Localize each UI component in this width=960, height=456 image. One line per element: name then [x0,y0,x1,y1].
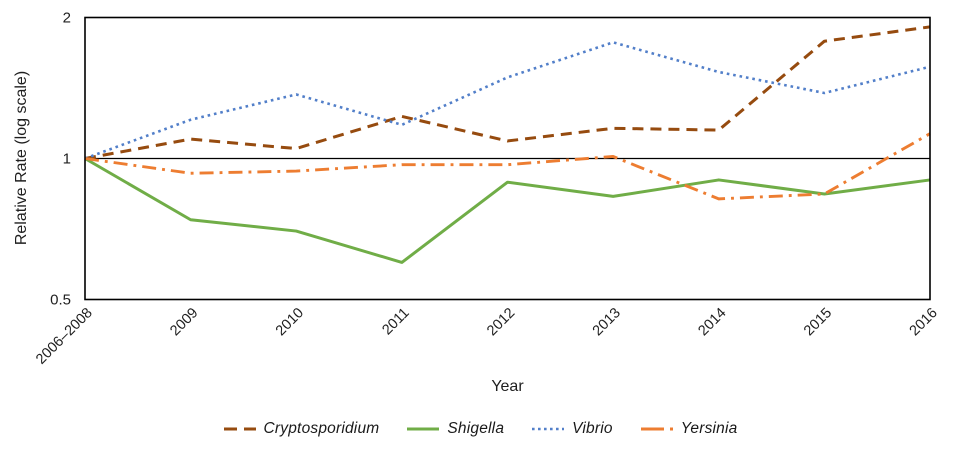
legend-swatch-solid-icon [407,427,440,431]
legend-label: Shigella [447,420,505,437]
legend-label: Yersinia [680,420,738,437]
legend-swatch-dotted-icon [532,427,565,431]
x-tick-label: 2015 [801,305,835,339]
chart-plot-area: 2 1 0.5 Relative Rate (log scale) 2006–2008 2… [13,10,941,396]
series-line-yersinia [84,132,931,201]
legend-swatch-dashdot-icon [640,427,673,431]
y-tick-label: 2 [63,10,71,27]
x-tick-label: 2009 [167,305,201,339]
series-line-shigella [84,157,931,264]
plot-border [84,16,931,301]
x-tick-label: 2011 [379,305,412,338]
y-tick-label: 0.5 [50,292,71,309]
legend-label: Vibrio [572,420,613,437]
x-tick-label: 2012 [484,305,518,339]
y-tick-label: 1 [63,151,71,168]
y-axis-title: Relative Rate (log scale) [13,71,30,245]
x-tick-label: 2013 [590,305,624,339]
x-tick-label: 2006–2008 [33,305,96,368]
legend-item-vibrio: Vibrio [531,420,613,438]
x-tick-label: 2014 [695,305,729,339]
legend-item-cryptosporidium: Cryptosporidium [223,420,380,438]
x-tick-label: 2016 [907,305,941,339]
legend-item-shigella: Shigella [406,420,504,438]
legend-swatch-dashed-icon [223,427,256,431]
x-tick-label: 2010 [273,305,307,339]
legend-item-yersinia: Yersinia [640,420,738,438]
chart-legend: Cryptosporidium Shigella Vibrio Yersinia [0,420,960,438]
series-line-cryptosporidium [84,25,931,160]
x-axis-title: Year [491,378,524,395]
legend-label: Cryptosporidium [263,420,380,437]
